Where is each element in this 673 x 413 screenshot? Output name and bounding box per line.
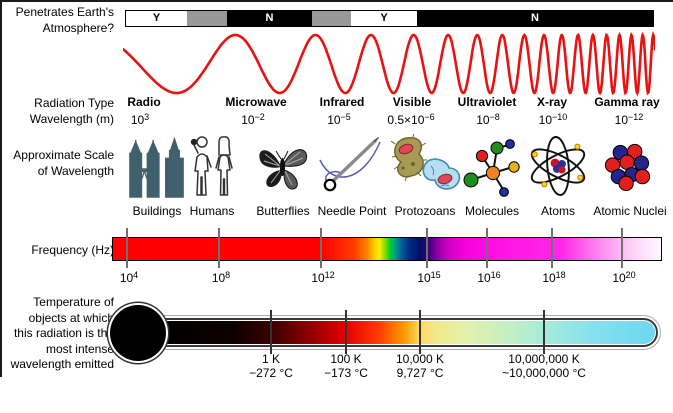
frequency-tick-1e8 bbox=[218, 228, 220, 268]
atmosphere-segment-gray1 bbox=[187, 11, 227, 26]
frequency-row-label: Frequency (Hz) bbox=[31, 243, 114, 257]
wavelength-gammaray: 10−12 bbox=[614, 112, 644, 127]
scale-label-needle-point: Needle Point bbox=[317, 204, 387, 218]
radiation-type-microwave: Microwave bbox=[225, 95, 287, 109]
frequency-tick-1e15 bbox=[426, 228, 428, 268]
radiation-type-infrared: Infrared bbox=[319, 95, 365, 109]
temperature-label-1k: 1 K −272 °C bbox=[249, 352, 293, 380]
wavelength-xray: 10−10 bbox=[538, 112, 568, 127]
radiation-type-gammaray: Gamma ray bbox=[594, 95, 660, 109]
temperature-label-100k: 100 K −173 °C bbox=[324, 352, 368, 380]
atomic-nuclei-icon bbox=[603, 142, 653, 197]
left-border bbox=[0, 0, 2, 377]
radiation-type-visible: Visible bbox=[392, 95, 432, 109]
atmosphere-segment-n1: N bbox=[227, 11, 312, 26]
wavelength-infrared: 10−5 bbox=[327, 112, 351, 127]
temperature-tick-10000k bbox=[419, 310, 421, 354]
frequency-label-1e16: 1016 bbox=[477, 270, 501, 285]
frequency-tick-1e18 bbox=[551, 228, 553, 268]
wavelength-radio: 103 bbox=[130, 112, 150, 127]
scale-label-atomic-nuclei: Atomic Nuclei bbox=[593, 204, 667, 218]
atmosphere-segment-gray2 bbox=[312, 11, 351, 26]
humans-icon bbox=[186, 133, 238, 205]
thermometer-gradient bbox=[153, 321, 655, 344]
radiation-type-xray: X-ray bbox=[536, 95, 568, 109]
radiation-type-radio: Radio bbox=[127, 95, 161, 109]
atmosphere-segment-n2: N bbox=[417, 11, 653, 26]
temperature-tick-100k bbox=[345, 310, 347, 354]
needle-point-icon bbox=[318, 134, 384, 201]
thermometer-bulb bbox=[110, 305, 166, 361]
scale-label-molecules: Molecules bbox=[464, 204, 520, 218]
wavelength-wave bbox=[123, 31, 655, 97]
molecules-icon bbox=[462, 137, 520, 202]
frequency-label-1e18: 1018 bbox=[542, 270, 566, 285]
frequency-label-1e15: 1015 bbox=[417, 270, 441, 285]
scale-label-protozoans: Protozoans bbox=[394, 204, 456, 218]
atmosphere-bar: Y N Y N bbox=[125, 10, 654, 27]
scale-label-humans: Humans bbox=[189, 204, 235, 218]
radiation-row-label: Radiation Type Wavelength (m) bbox=[29, 96, 114, 126]
wavelength-visible: 0.5×10−6 bbox=[387, 112, 435, 127]
temperature-tick-1k bbox=[270, 310, 272, 354]
temperature-row-label: Temperature of objects at which this rad… bbox=[10, 295, 114, 371]
scale-label-buildings: Buildings bbox=[132, 204, 182, 218]
atmosphere-segment-y2: Y bbox=[351, 11, 417, 26]
frequency-label-1e4: 104 bbox=[119, 270, 139, 285]
atoms-icon bbox=[526, 134, 590, 203]
scale-label-butterflies: Butterflies bbox=[256, 204, 310, 218]
butterflies-icon bbox=[253, 139, 313, 202]
wavelength-microwave: 10−2 bbox=[241, 112, 265, 127]
temperature-label-10000000k: 10,000,000 K ~10,000,000 °C bbox=[502, 352, 586, 380]
frequency-gradient-bar bbox=[112, 237, 662, 261]
frequency-tick-1e20 bbox=[621, 228, 623, 268]
frequency-label-1e12: 1012 bbox=[311, 270, 335, 285]
radiation-type-ultraviolet: Ultraviolet bbox=[457, 95, 517, 109]
thermometer-stem bbox=[150, 318, 658, 347]
frequency-label-1e8: 108 bbox=[211, 270, 231, 285]
wavelength-ultraviolet: 10−8 bbox=[476, 112, 500, 127]
buildings-icon bbox=[126, 136, 188, 205]
scale-label-atoms: Atoms bbox=[540, 204, 576, 218]
temperature-tick-10000000k bbox=[543, 310, 545, 354]
top-border bbox=[0, 0, 673, 2]
frequency-label-1e20: 1020 bbox=[612, 270, 636, 285]
frequency-tick-1e4 bbox=[126, 228, 128, 268]
frequency-tick-1e12 bbox=[320, 228, 322, 268]
atmosphere-segment-y1: Y bbox=[126, 11, 187, 26]
frequency-tick-1e16 bbox=[486, 228, 488, 268]
atmosphere-question-label: Penetrates Earth's Atmosphere? bbox=[15, 5, 114, 35]
temperature-label-10000k: 10,000 K 9,727 °C bbox=[395, 352, 445, 380]
scale-row-label: Approximate Scale of Wavelength bbox=[13, 148, 114, 178]
protozoans-icon bbox=[389, 132, 461, 201]
